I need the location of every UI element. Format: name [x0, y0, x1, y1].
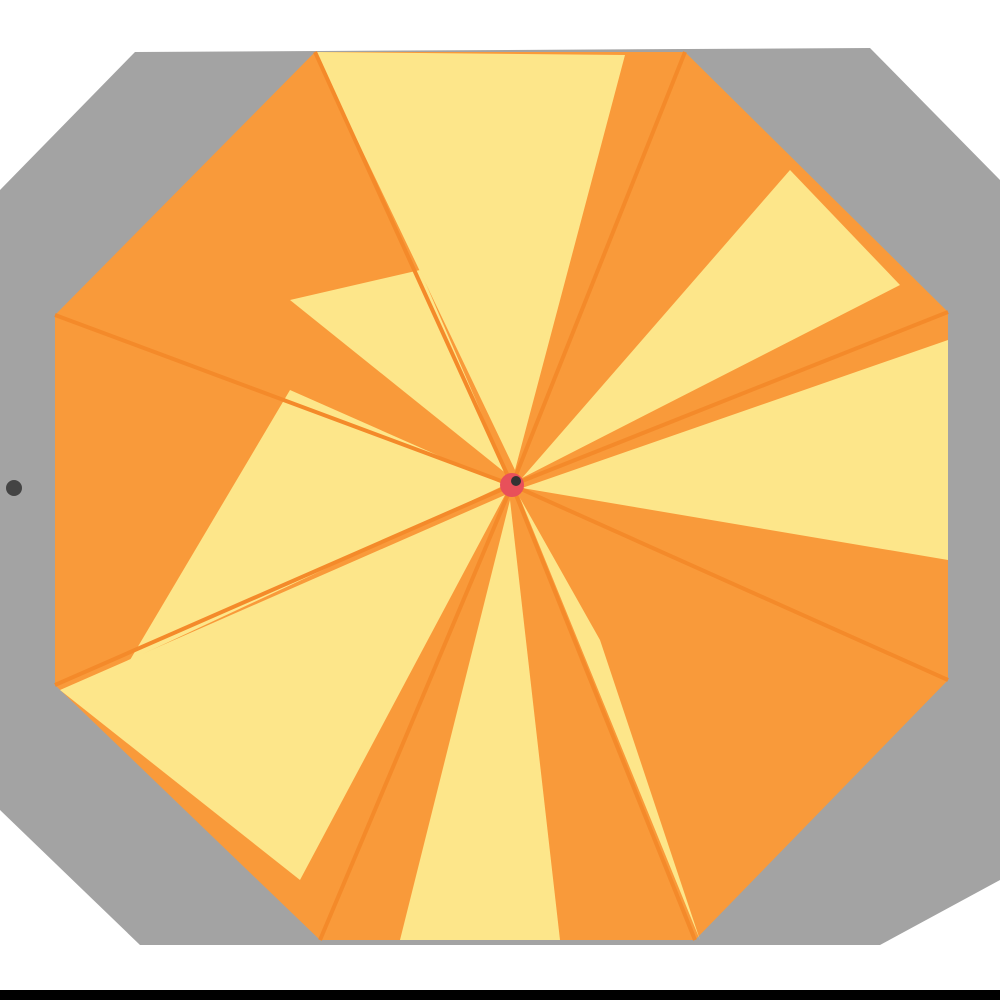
panel-yellow-top [315, 52, 625, 470]
yellow-panels [60, 52, 948, 940]
panel-yellow-top-left [290, 270, 508, 475]
panel-yellow-bottom-left [60, 495, 505, 880]
umbrella-tip [500, 473, 524, 497]
panel-yellow-bottom-right [520, 498, 700, 940]
ribs [54, 51, 949, 941]
panel-yellow-right [522, 340, 948, 560]
panel-yellow-top-right [522, 170, 900, 478]
panel-yellow-left [130, 390, 505, 660]
umbrella-handle [6, 480, 22, 496]
panel-yellow-bottom [400, 500, 560, 940]
umbrella-tip-cap [511, 476, 521, 486]
bottom-bar [0, 990, 1000, 1000]
